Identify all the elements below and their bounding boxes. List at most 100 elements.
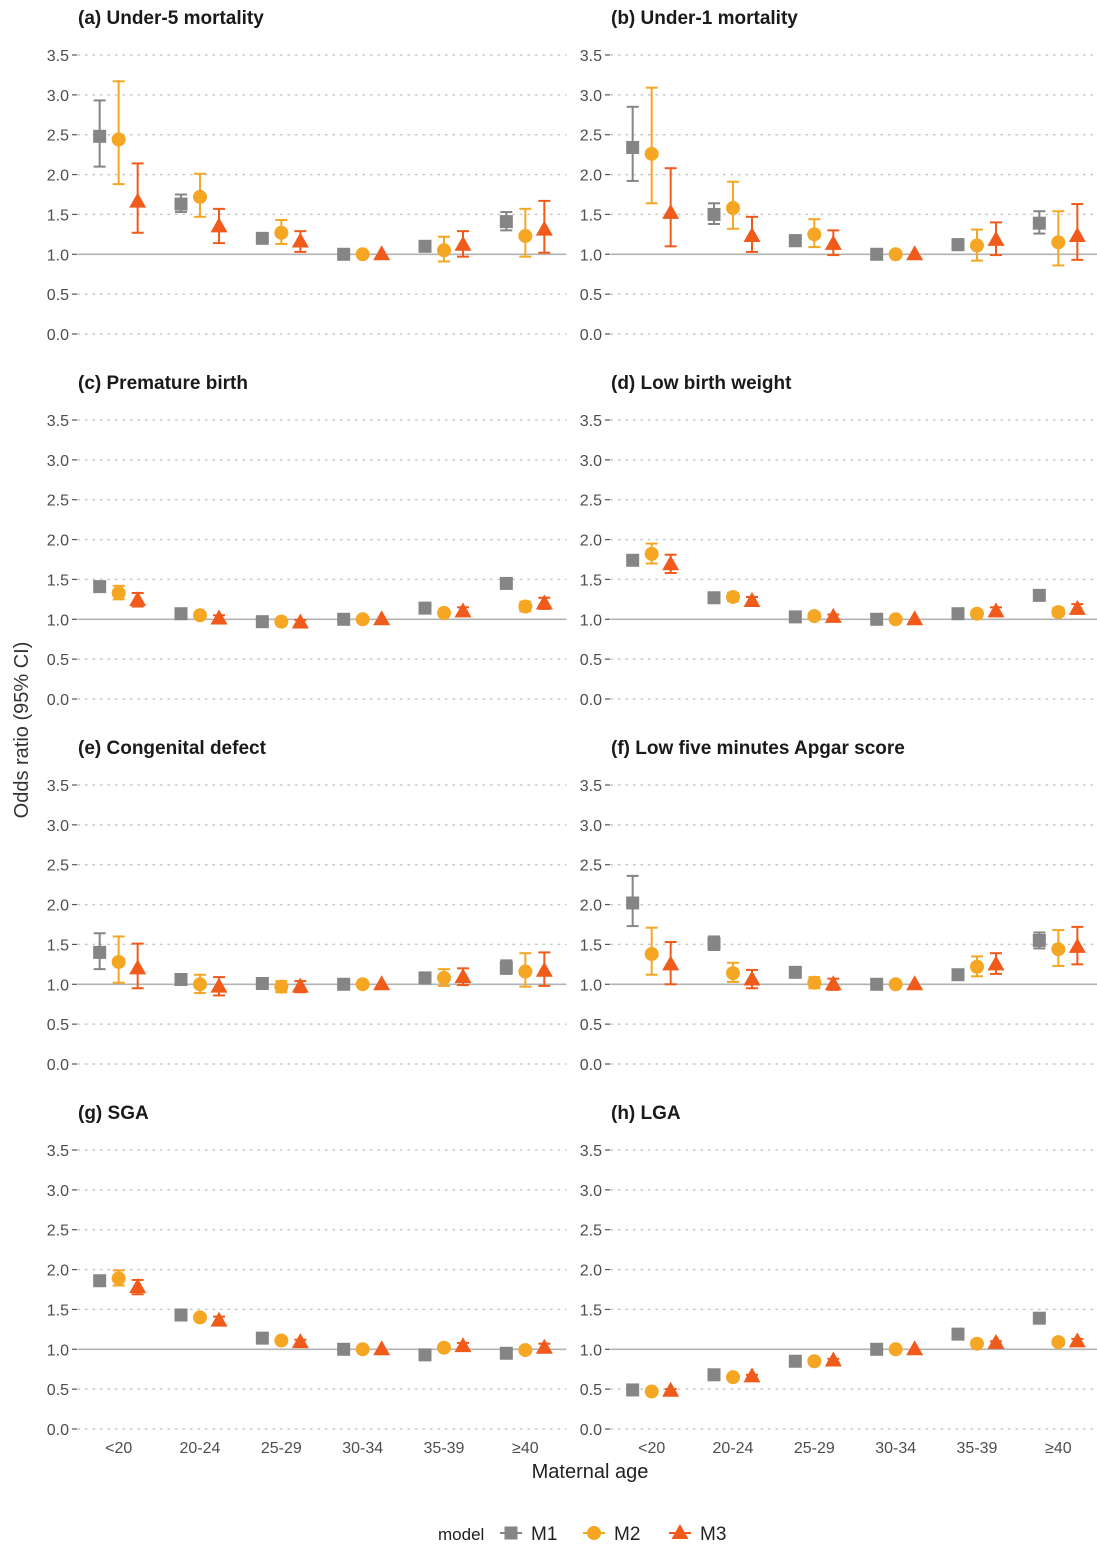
y-tick-label: 3.0 bbox=[47, 453, 69, 470]
data-point-m3 bbox=[210, 977, 228, 993]
data-point-m1 bbox=[951, 238, 965, 252]
data-point-m3 bbox=[129, 192, 147, 208]
data-point-m3 bbox=[743, 226, 761, 242]
data-point-m1 bbox=[174, 197, 188, 211]
data-point-m2 bbox=[437, 605, 451, 620]
data-point-m1 bbox=[499, 1346, 513, 1360]
x-tick-label: <20 bbox=[105, 1440, 132, 1457]
y-tick-label: 3.0 bbox=[580, 453, 602, 470]
x-tick-label: 25-29 bbox=[261, 1440, 302, 1457]
data-point-m1 bbox=[788, 965, 802, 979]
y-tick-label: 0.5 bbox=[47, 1017, 69, 1034]
data-point-m2 bbox=[1051, 1335, 1066, 1350]
y-tick-label: 2.5 bbox=[47, 493, 69, 510]
data-point-m1 bbox=[707, 591, 721, 605]
data-point-m3 bbox=[906, 1340, 924, 1356]
data-point-m2 bbox=[970, 1336, 984, 1351]
data-point-m2 bbox=[726, 201, 740, 216]
legend-label: M3 bbox=[700, 1524, 726, 1544]
y-tick-label: 0.0 bbox=[580, 1422, 602, 1439]
data-point-m3 bbox=[454, 602, 472, 618]
legend-item-m3: M3 bbox=[669, 1524, 726, 1544]
series-m2 bbox=[644, 86, 1066, 267]
data-point-m1 bbox=[174, 973, 188, 987]
y-tick-label: 3.0 bbox=[47, 88, 69, 105]
data-point-m3 bbox=[1068, 937, 1086, 953]
y-tick-label: 3.0 bbox=[580, 818, 602, 835]
y-tick-label: 1.0 bbox=[47, 612, 69, 629]
panel-title: (a) Under-5 mortality bbox=[78, 8, 264, 29]
series-m1 bbox=[93, 932, 513, 991]
data-point-m2 bbox=[274, 1333, 289, 1348]
data-point-m3 bbox=[291, 1333, 309, 1349]
data-point-m3 bbox=[824, 975, 842, 991]
data-point-m3 bbox=[373, 610, 391, 626]
data-point-m1 bbox=[788, 1354, 802, 1368]
x-tick-label: <20 bbox=[638, 1440, 665, 1457]
y-tick-label: 1.0 bbox=[47, 1342, 69, 1359]
series-m3 bbox=[662, 1332, 1086, 1397]
y-tick-label: 1.0 bbox=[47, 977, 69, 994]
data-point-m3 bbox=[743, 1367, 761, 1383]
data-point-m3 bbox=[454, 968, 472, 984]
data-point-m1 bbox=[418, 1348, 432, 1362]
data-point-m2 bbox=[193, 1310, 207, 1325]
y-tick-label: 2.5 bbox=[47, 128, 69, 145]
series-m1 bbox=[626, 553, 1046, 626]
data-point-m3 bbox=[906, 975, 924, 991]
data-point-m3 bbox=[662, 555, 680, 571]
panel-title: (h) LGA bbox=[611, 1103, 681, 1124]
series-m1 bbox=[93, 99, 513, 261]
y-tick-label: 3.5 bbox=[47, 413, 69, 430]
y-tick-label: 3.5 bbox=[580, 1143, 602, 1160]
panel-3: (c) Premature birth 0.0 0.5 1.0 1.5 2.0 2.5 3.0… bbox=[47, 373, 567, 709]
y-tick-label: 3.5 bbox=[47, 778, 69, 795]
data-point-m1 bbox=[255, 976, 269, 990]
data-point-m2 bbox=[1051, 942, 1066, 957]
x-tick-label: ≥40 bbox=[512, 1440, 539, 1457]
series-m3 bbox=[129, 1278, 553, 1356]
y-tick-label: 3.5 bbox=[47, 48, 69, 65]
data-point-m3 bbox=[535, 961, 553, 977]
data-point-m3 bbox=[1068, 226, 1086, 242]
legend-label: M1 bbox=[531, 1524, 557, 1544]
data-point-m2 bbox=[970, 606, 984, 621]
data-point-m1 bbox=[418, 239, 432, 253]
data-point-m2 bbox=[437, 1340, 451, 1355]
series-m3 bbox=[662, 167, 1086, 261]
y-tick-label: 1.5 bbox=[580, 572, 602, 589]
data-point-m1 bbox=[788, 610, 802, 624]
series-m2 bbox=[644, 1335, 1066, 1399]
data-point-m1 bbox=[418, 601, 432, 615]
panel-title: (f) Low five minutes Apgar score bbox=[611, 738, 905, 759]
data-point-m1 bbox=[499, 576, 513, 590]
data-point-m2 bbox=[518, 964, 533, 979]
data-point-m2 bbox=[111, 1271, 126, 1286]
y-tick-label: 2.0 bbox=[580, 898, 602, 915]
y-tick-label: 0.0 bbox=[47, 1422, 69, 1439]
data-point-m1 bbox=[1032, 933, 1046, 947]
data-point-m3 bbox=[210, 1311, 228, 1327]
y-tick-label: 0.5 bbox=[580, 287, 602, 304]
data-point-m2 bbox=[1051, 605, 1066, 620]
data-point-m1 bbox=[418, 971, 432, 985]
y-tick-label: 1.5 bbox=[580, 1302, 602, 1319]
data-point-m3 bbox=[454, 1337, 472, 1353]
y-tick-label: 2.5 bbox=[580, 1223, 602, 1240]
data-point-m3 bbox=[210, 217, 228, 233]
data-point-m1 bbox=[951, 607, 965, 621]
data-point-m1 bbox=[337, 977, 351, 991]
series-m2 bbox=[111, 80, 533, 263]
data-point-m1 bbox=[255, 231, 269, 245]
series-m2 bbox=[111, 1269, 533, 1358]
y-tick-label: 1.0 bbox=[580, 1342, 602, 1359]
y-tick-label: 0.0 bbox=[580, 327, 602, 344]
y-tick-label: 2.0 bbox=[47, 898, 69, 915]
data-point-m2 bbox=[644, 946, 659, 961]
series-m1 bbox=[626, 1311, 1046, 1397]
y-tick-label: 1.5 bbox=[580, 937, 602, 954]
data-point-m1 bbox=[174, 1308, 188, 1322]
data-point-m1 bbox=[93, 1274, 107, 1288]
y-tick-label: 3.0 bbox=[47, 818, 69, 835]
data-point-m2 bbox=[970, 959, 984, 974]
